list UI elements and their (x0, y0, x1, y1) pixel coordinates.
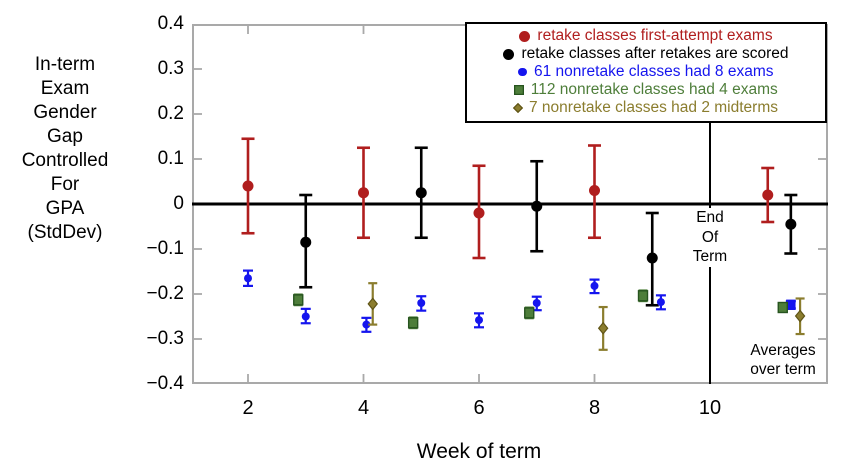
data-point-marker (637, 290, 649, 302)
y-tick-label: 0.1 (157, 148, 184, 169)
legend-item-label: 61 nonretake classes had 8 exams (533, 63, 774, 80)
data-point-marker (656, 298, 665, 307)
legend-square-marker-icon (514, 85, 524, 95)
data-point-marker (407, 317, 419, 329)
averages-over-term-label: Averages over term (750, 342, 816, 378)
y-tick-label: −0.2 (146, 283, 184, 304)
data-point-marker (300, 236, 312, 248)
legend-item: retake classes after retakes are scored (467, 45, 825, 63)
data-point-marker (417, 299, 426, 307)
legend-item-label: 7 nonretake classes had 2 midterms (529, 99, 778, 116)
legend-diamond-marker-icon (512, 102, 524, 114)
legend-item: 112 nonretake classes had 4 exams (467, 81, 825, 99)
data-point-marker (475, 316, 483, 325)
data-point-marker (777, 301, 788, 314)
data-point-marker (597, 321, 609, 335)
legend-circle-marker-icon (519, 30, 531, 42)
x-axis-title: Week of term (416, 440, 542, 463)
x-tick-label: 6 (473, 397, 485, 419)
data-point-marker (794, 309, 806, 323)
data-point-marker (367, 297, 379, 311)
y-tick-label: 0 (173, 193, 184, 214)
legend-item-label: 112 nonretake classes had 4 exams (530, 81, 778, 98)
legend-circle-marker-icon (503, 48, 515, 60)
data-point-marker (301, 312, 310, 321)
data-point-marker (762, 189, 774, 201)
legend-item: 7 nonretake classes had 2 midterms (467, 99, 825, 117)
y-tick-label: −0.4 (146, 373, 184, 394)
data-point-marker (590, 281, 599, 290)
y-axis-title: In-term Exam Gender Gap Controlled For G… (21, 54, 109, 243)
x-tick-label: 2 (242, 397, 254, 419)
data-point-marker (473, 207, 485, 219)
legend-circle-marker-icon (518, 67, 527, 77)
data-point-marker (646, 252, 658, 264)
data-point-marker (358, 187, 369, 199)
data-point-marker (589, 185, 600, 196)
data-point-marker (362, 320, 371, 329)
x-tick-label: 4 (357, 397, 370, 419)
data-point-marker (415, 187, 427, 199)
data-point-marker (244, 274, 252, 283)
data-point-marker (524, 307, 535, 319)
y-tick-label: 0.4 (157, 13, 184, 34)
legend-item: retake classes first-attempt exams (467, 27, 825, 45)
y-tick-label: −0.1 (146, 238, 184, 259)
data-point-marker (532, 299, 541, 307)
y-tick-label: −0.3 (146, 328, 184, 349)
x-tick-label: 8 (588, 397, 601, 419)
x-tick-label: 10 (698, 397, 722, 419)
data-point-marker (785, 218, 797, 230)
data-point-marker (531, 200, 543, 212)
data-point-marker (242, 180, 254, 192)
end-of-term-label: End Of Term (670, 208, 750, 267)
y-tick-label: 0.3 (157, 58, 184, 79)
data-point-marker (293, 294, 304, 306)
legend-item-label: retake classes first-attempt exams (537, 27, 773, 44)
data-point-marker (786, 299, 796, 310)
legend-item-label: retake classes after retakes are scored (521, 45, 789, 62)
legend: retake classes first-attempt exams retake… (465, 22, 827, 123)
legend-item: 61 nonretake classes had 8 exams (467, 63, 825, 81)
y-tick-label: 0.2 (157, 103, 184, 124)
